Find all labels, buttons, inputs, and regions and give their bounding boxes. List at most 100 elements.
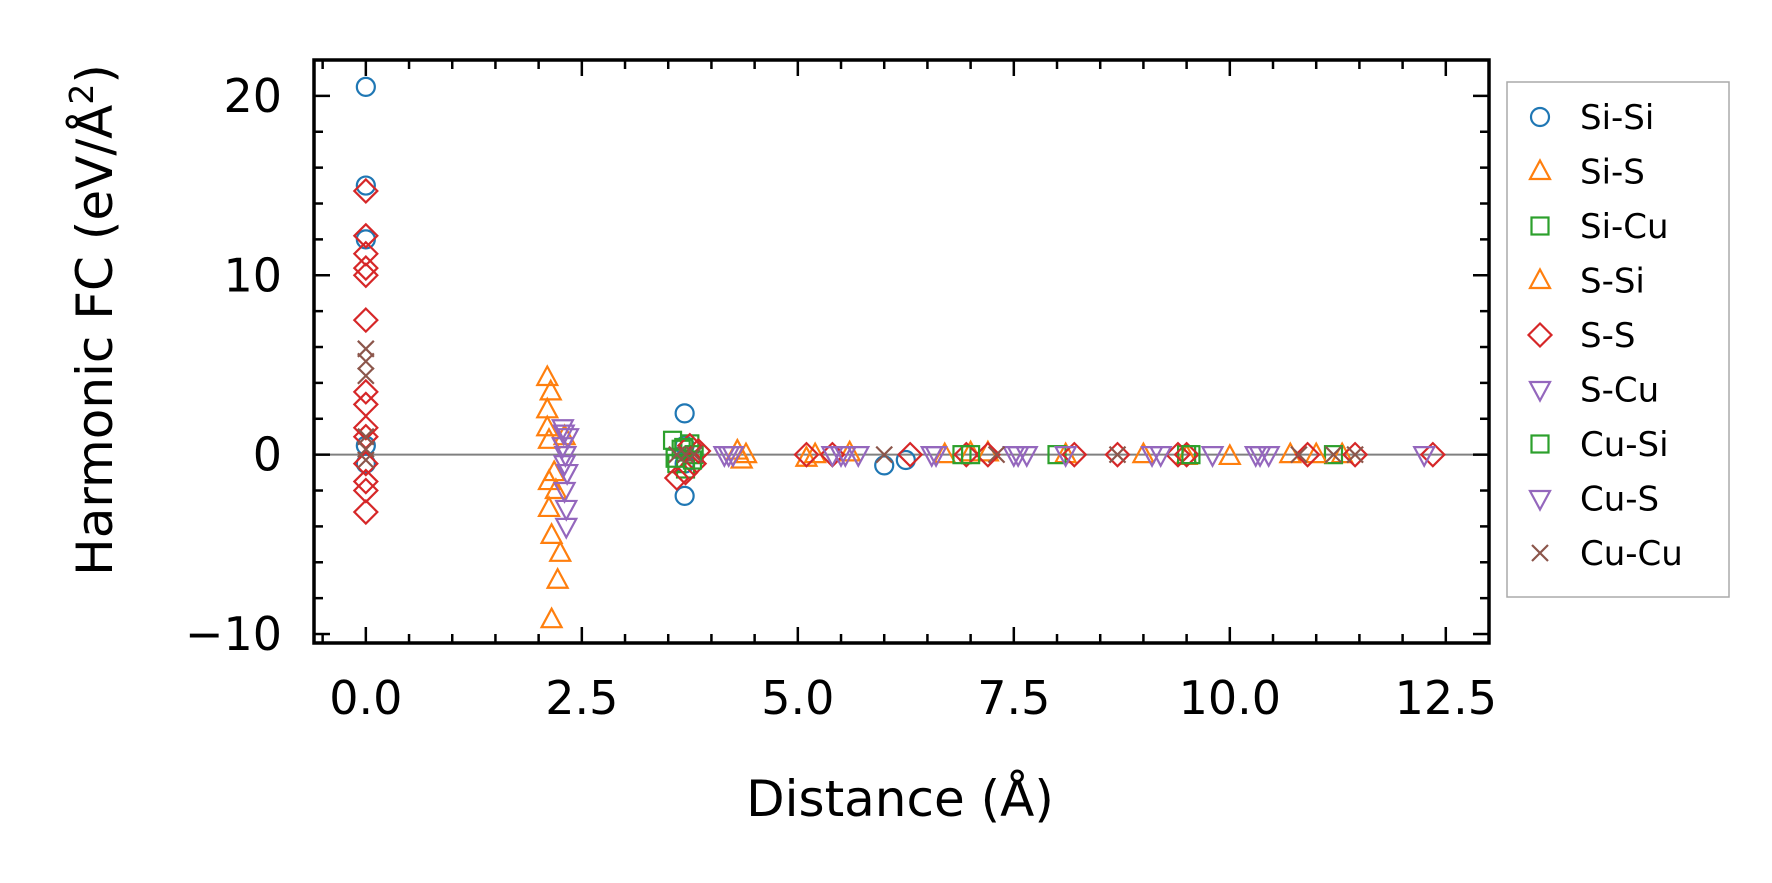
data-point xyxy=(539,606,564,629)
data-point xyxy=(685,438,712,465)
legend-entry-label: Si-Cu xyxy=(1580,207,1669,247)
data-point xyxy=(357,451,375,469)
legend-marker xyxy=(1531,544,1549,562)
x-axis-label: Distance (Å) xyxy=(746,770,1054,828)
data-point xyxy=(875,445,893,464)
data-point xyxy=(716,446,741,468)
x-tick-label: 5.0 xyxy=(761,671,834,725)
legend-entry-label: Si-Si xyxy=(1580,98,1654,138)
data-point xyxy=(1181,445,1201,465)
data-point xyxy=(676,445,695,464)
data-point xyxy=(953,441,980,468)
data-point xyxy=(352,262,379,289)
x-tick-label: 7.5 xyxy=(977,671,1050,725)
data-point xyxy=(1346,445,1364,464)
data-point xyxy=(1173,441,1200,468)
data-point xyxy=(987,445,1006,464)
data-point xyxy=(352,414,379,441)
legend-marker xyxy=(1529,106,1551,128)
data-point xyxy=(803,441,827,464)
data-point xyxy=(974,441,1001,468)
data-point xyxy=(1342,441,1369,468)
legend-entry-label: Cu-S xyxy=(1580,480,1659,520)
data-point xyxy=(793,441,820,468)
y-tick-label: 0 xyxy=(253,428,282,482)
data-point xyxy=(1104,441,1131,468)
legend-entry-label: Si-S xyxy=(1580,153,1645,193)
data-point xyxy=(554,517,579,540)
data-point xyxy=(537,495,561,518)
data-point xyxy=(668,445,686,464)
y-axis-label-close: ) xyxy=(66,64,124,84)
plot-frame xyxy=(312,58,1491,645)
data-point xyxy=(1164,441,1192,468)
data-point xyxy=(1304,441,1329,464)
data-point xyxy=(555,463,579,486)
tick-labels: 0.0 2.5 5.0 7.5 10.0 12.5 −10 0 10 20 xyxy=(185,69,1497,725)
data-point xyxy=(352,177,379,205)
data-point xyxy=(556,428,580,451)
data-point xyxy=(1053,446,1078,468)
data-point xyxy=(1278,441,1303,464)
data-point xyxy=(674,485,695,507)
y-axis-label-main: Harmonic FC (eV/Å xyxy=(66,105,124,576)
data-point xyxy=(352,240,379,267)
data-point xyxy=(874,455,895,476)
data-point xyxy=(1217,443,1242,466)
y-axis-label: Harmonic FC (eV/Å2) xyxy=(62,64,125,576)
data-point xyxy=(355,453,376,474)
data-point xyxy=(897,441,924,468)
data-point xyxy=(846,446,871,468)
data-point xyxy=(355,229,376,250)
legend-marker xyxy=(1528,489,1552,512)
data-point xyxy=(663,464,690,492)
x-tick-label: 12.5 xyxy=(1395,671,1497,725)
y-tick-label: −10 xyxy=(185,607,282,661)
data-point xyxy=(1200,446,1225,468)
data-point xyxy=(829,446,853,468)
data-point xyxy=(352,468,379,495)
data-point xyxy=(553,446,578,468)
x-tick-label: 10.0 xyxy=(1179,671,1281,725)
data-point xyxy=(837,439,862,462)
data-point xyxy=(1323,445,1344,465)
data-point xyxy=(539,522,564,544)
data-point xyxy=(1006,446,1030,468)
data-point xyxy=(352,477,379,504)
data-point xyxy=(552,481,577,504)
data-point xyxy=(352,255,379,282)
data-points xyxy=(352,76,1446,629)
data-point xyxy=(551,424,576,447)
data-point xyxy=(355,175,376,196)
data-point xyxy=(1294,441,1321,468)
data-point xyxy=(352,378,379,405)
legend-marker xyxy=(1530,216,1550,236)
data-point xyxy=(1419,441,1446,468)
data-point xyxy=(352,307,379,334)
data-point xyxy=(1140,446,1164,468)
data-point xyxy=(352,222,379,249)
data-point xyxy=(674,403,695,424)
data-point xyxy=(352,498,379,526)
data-point xyxy=(1061,441,1088,468)
data-point xyxy=(544,477,568,500)
legend: Si-Si Si-S Si-Cu S-Si S-S S-Cu Cu-Si Cu-S Cu-Cu xyxy=(1526,98,1683,574)
legend-marker xyxy=(1528,267,1552,290)
data-point xyxy=(961,445,981,465)
legend-entry-label: S-S xyxy=(1580,316,1635,356)
legend-marker xyxy=(1528,380,1552,403)
data-point xyxy=(548,539,573,562)
data-point xyxy=(924,446,948,468)
data-point xyxy=(1412,446,1437,468)
data-point xyxy=(357,427,375,446)
y-tick-label: 10 xyxy=(223,248,282,302)
data-point xyxy=(554,499,579,522)
data-point xyxy=(685,445,703,464)
data-point xyxy=(1290,445,1308,464)
data-point xyxy=(535,414,560,437)
data-point xyxy=(352,450,379,477)
y-tick-label: 20 xyxy=(223,69,282,123)
data-point xyxy=(357,366,375,385)
legend-entry-label: S-Si xyxy=(1580,262,1645,302)
